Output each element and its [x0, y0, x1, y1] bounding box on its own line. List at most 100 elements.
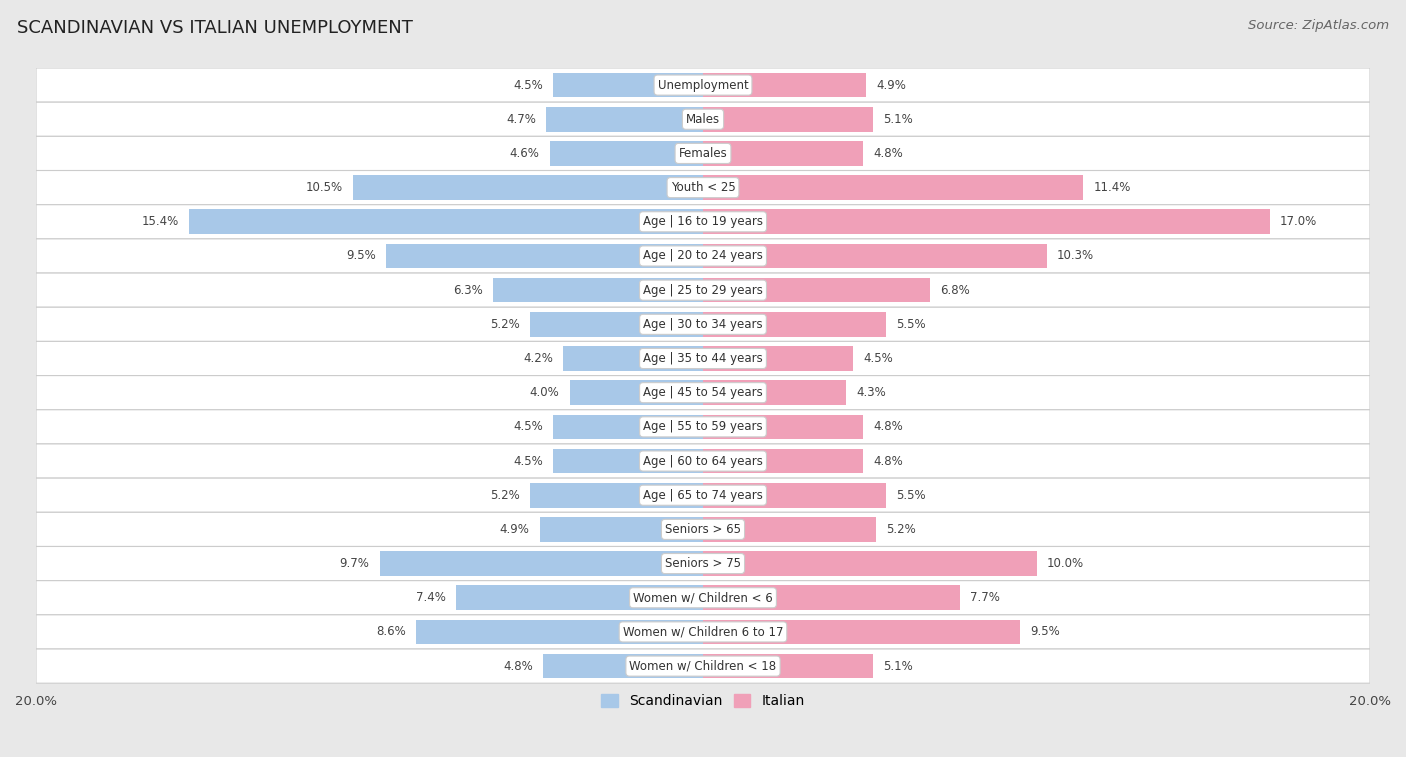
FancyBboxPatch shape	[37, 581, 1369, 615]
Bar	[703, 73, 866, 98]
Bar	[562, 346, 703, 371]
Text: SCANDINAVIAN VS ITALIAN UNEMPLOYMENT: SCANDINAVIAN VS ITALIAN UNEMPLOYMENT	[17, 19, 413, 37]
Bar	[543, 654, 703, 678]
FancyBboxPatch shape	[37, 239, 1369, 273]
Text: 11.4%: 11.4%	[1094, 181, 1130, 194]
Text: Females: Females	[679, 147, 727, 160]
Text: 9.5%: 9.5%	[1029, 625, 1060, 638]
Text: 4.5%: 4.5%	[513, 420, 543, 433]
FancyBboxPatch shape	[37, 444, 1369, 478]
Text: Age | 16 to 19 years: Age | 16 to 19 years	[643, 215, 763, 229]
Bar	[703, 585, 960, 610]
Text: 10.5%: 10.5%	[305, 181, 343, 194]
FancyBboxPatch shape	[37, 136, 1369, 170]
Bar	[703, 244, 1046, 268]
FancyBboxPatch shape	[37, 170, 1369, 204]
Bar	[456, 585, 703, 610]
Bar	[547, 107, 703, 132]
Text: Age | 30 to 34 years: Age | 30 to 34 years	[643, 318, 763, 331]
Text: 10.3%: 10.3%	[1056, 250, 1094, 263]
Text: 4.8%: 4.8%	[503, 659, 533, 673]
FancyBboxPatch shape	[37, 102, 1369, 136]
Bar	[416, 620, 703, 644]
Text: 6.8%: 6.8%	[939, 284, 970, 297]
Bar	[703, 449, 863, 473]
Text: Youth < 25: Youth < 25	[671, 181, 735, 194]
Text: 9.7%: 9.7%	[340, 557, 370, 570]
Text: 4.8%: 4.8%	[873, 147, 903, 160]
Text: Age | 20 to 24 years: Age | 20 to 24 years	[643, 250, 763, 263]
Bar	[703, 210, 1270, 234]
Bar	[553, 73, 703, 98]
FancyBboxPatch shape	[37, 547, 1369, 581]
Text: Age | 60 to 64 years: Age | 60 to 64 years	[643, 454, 763, 468]
Bar	[353, 176, 703, 200]
FancyBboxPatch shape	[37, 512, 1369, 547]
Text: Seniors > 75: Seniors > 75	[665, 557, 741, 570]
Bar	[494, 278, 703, 303]
Text: Age | 65 to 74 years: Age | 65 to 74 years	[643, 489, 763, 502]
Bar	[703, 141, 863, 166]
Text: 4.2%: 4.2%	[523, 352, 553, 365]
Text: Women w/ Children < 18: Women w/ Children < 18	[630, 659, 776, 673]
Text: 6.3%: 6.3%	[453, 284, 482, 297]
Text: 10.0%: 10.0%	[1046, 557, 1084, 570]
Text: 4.7%: 4.7%	[506, 113, 536, 126]
FancyBboxPatch shape	[37, 68, 1369, 102]
Text: Unemployment: Unemployment	[658, 79, 748, 92]
FancyBboxPatch shape	[37, 615, 1369, 649]
Bar	[553, 449, 703, 473]
Text: 4.9%: 4.9%	[499, 523, 530, 536]
Text: 7.4%: 7.4%	[416, 591, 446, 604]
FancyBboxPatch shape	[37, 341, 1369, 375]
Text: Age | 55 to 59 years: Age | 55 to 59 years	[643, 420, 763, 433]
Bar	[703, 346, 853, 371]
Bar	[703, 312, 886, 337]
Bar	[703, 380, 846, 405]
FancyBboxPatch shape	[37, 204, 1369, 239]
Bar	[530, 483, 703, 507]
Bar	[190, 210, 703, 234]
Text: 4.9%: 4.9%	[876, 79, 907, 92]
Bar	[553, 415, 703, 439]
Text: 5.5%: 5.5%	[897, 489, 927, 502]
Text: 5.2%: 5.2%	[489, 489, 520, 502]
Bar	[387, 244, 703, 268]
Text: 5.5%: 5.5%	[897, 318, 927, 331]
Text: Age | 45 to 54 years: Age | 45 to 54 years	[643, 386, 763, 399]
Bar	[703, 278, 929, 303]
Text: 5.1%: 5.1%	[883, 113, 912, 126]
Text: 5.1%: 5.1%	[883, 659, 912, 673]
FancyBboxPatch shape	[37, 649, 1369, 683]
Bar	[703, 176, 1083, 200]
Bar	[703, 551, 1036, 576]
Text: 4.5%: 4.5%	[513, 454, 543, 468]
FancyBboxPatch shape	[37, 410, 1369, 444]
Text: 17.0%: 17.0%	[1279, 215, 1317, 229]
Text: Age | 35 to 44 years: Age | 35 to 44 years	[643, 352, 763, 365]
Text: 4.3%: 4.3%	[856, 386, 886, 399]
Bar	[703, 107, 873, 132]
Text: 5.2%: 5.2%	[886, 523, 917, 536]
Text: 4.0%: 4.0%	[530, 386, 560, 399]
Text: Males: Males	[686, 113, 720, 126]
Text: 15.4%: 15.4%	[142, 215, 180, 229]
Text: 4.8%: 4.8%	[873, 454, 903, 468]
Text: 7.7%: 7.7%	[970, 591, 1000, 604]
Text: 8.6%: 8.6%	[377, 625, 406, 638]
Text: Source: ZipAtlas.com: Source: ZipAtlas.com	[1249, 19, 1389, 32]
Legend: Scandinavian, Italian: Scandinavian, Italian	[596, 689, 810, 714]
Text: 9.5%: 9.5%	[346, 250, 377, 263]
Text: 4.5%: 4.5%	[513, 79, 543, 92]
Bar	[703, 415, 863, 439]
Bar	[703, 654, 873, 678]
FancyBboxPatch shape	[37, 478, 1369, 512]
FancyBboxPatch shape	[37, 375, 1369, 410]
Bar	[703, 620, 1019, 644]
Text: Women w/ Children < 6: Women w/ Children < 6	[633, 591, 773, 604]
Text: 4.5%: 4.5%	[863, 352, 893, 365]
Bar	[380, 551, 703, 576]
Text: Age | 25 to 29 years: Age | 25 to 29 years	[643, 284, 763, 297]
FancyBboxPatch shape	[37, 273, 1369, 307]
Bar	[703, 517, 876, 542]
